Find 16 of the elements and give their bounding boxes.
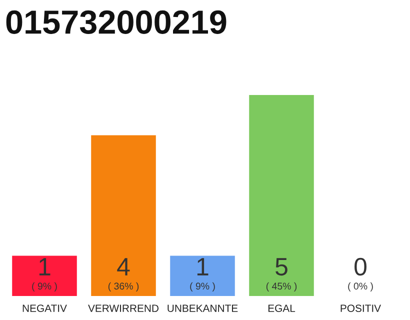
annotation: ( 9% ) <box>190 282 215 292</box>
annotation: ( 45% ) <box>266 282 297 292</box>
x-tick-label: UNBEKANNTE <box>168 304 238 312</box>
annotation: ( 36% ) <box>108 282 139 292</box>
annotation: ( 9% ) <box>32 282 57 292</box>
x-tick-label: POSITIV <box>340 304 382 312</box>
x-tick-label: VERWIRREND <box>88 304 158 312</box>
annotation: ( 0% ) <box>348 282 373 292</box>
data-label: 5 <box>276 258 288 276</box>
data-label: 1 <box>39 258 50 276</box>
x-tick-label: EGAL <box>268 304 296 312</box>
chart-title: 015732000219 <box>6 10 226 34</box>
data-label: 0 <box>354 258 366 276</box>
x-tick-label: NEGATIV <box>22 304 67 312</box>
data-label: 4 <box>117 258 130 276</box>
data-label: 1 <box>197 258 208 276</box>
